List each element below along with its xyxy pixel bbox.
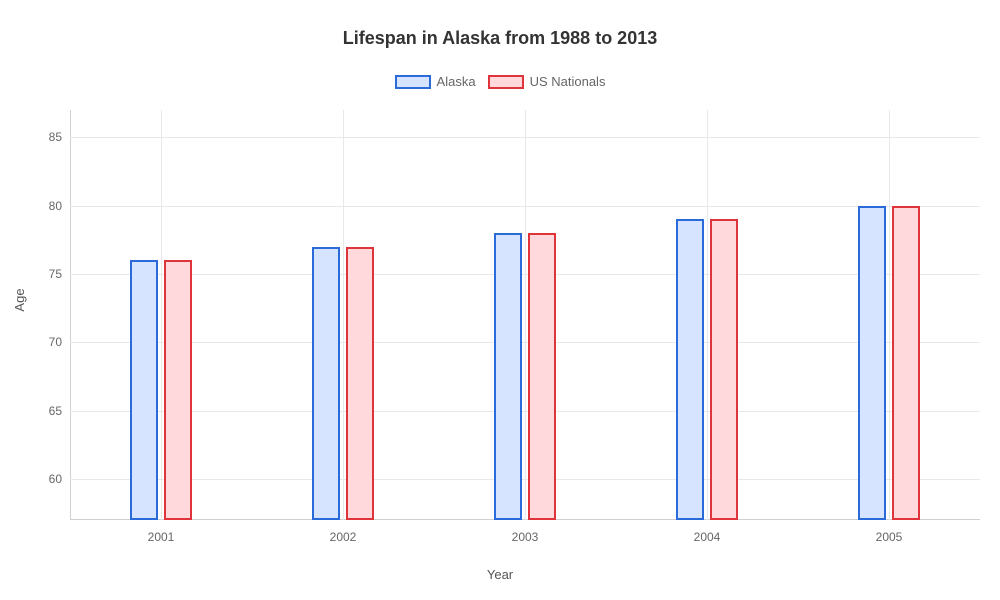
y-tick-label: 75 (2, 267, 62, 281)
x-axis-label: Year (0, 567, 1000, 582)
y-tick-label: 85 (2, 130, 62, 144)
gridline-vertical (161, 110, 162, 520)
gridline-vertical (525, 110, 526, 520)
bar (346, 247, 374, 520)
y-tick-label: 65 (2, 404, 62, 418)
bar (710, 219, 738, 520)
bar (494, 233, 522, 520)
legend-label-us-nationals: US Nationals (530, 74, 606, 89)
x-tick-label: 2005 (859, 530, 919, 544)
x-tick-label: 2001 (131, 530, 191, 544)
plot-area (70, 110, 980, 520)
legend-swatch-us-nationals (488, 75, 524, 89)
gridline-vertical (343, 110, 344, 520)
y-tick-label: 80 (2, 199, 62, 213)
x-tick-label: 2003 (495, 530, 555, 544)
gridline-vertical (889, 110, 890, 520)
bar (164, 260, 192, 520)
legend-item-us-nationals: US Nationals (488, 74, 606, 89)
lifespan-chart: Lifespan in Alaska from 1988 to 2013 Ala… (0, 0, 1000, 600)
chart-legend: Alaska US Nationals (0, 74, 1000, 89)
legend-label-alaska: Alaska (437, 74, 476, 89)
y-tick-label: 70 (2, 335, 62, 349)
gridline-vertical (707, 110, 708, 520)
bar (892, 206, 920, 520)
y-tick-label: 60 (2, 472, 62, 486)
y-axis-label: Age (12, 288, 27, 311)
legend-swatch-alaska (395, 75, 431, 89)
bar (312, 247, 340, 520)
legend-item-alaska: Alaska (395, 74, 476, 89)
x-tick-label: 2002 (313, 530, 373, 544)
bar (130, 260, 158, 520)
bar (528, 233, 556, 520)
bar (858, 206, 886, 520)
chart-title: Lifespan in Alaska from 1988 to 2013 (0, 28, 1000, 49)
x-tick-label: 2004 (677, 530, 737, 544)
bar (676, 219, 704, 520)
